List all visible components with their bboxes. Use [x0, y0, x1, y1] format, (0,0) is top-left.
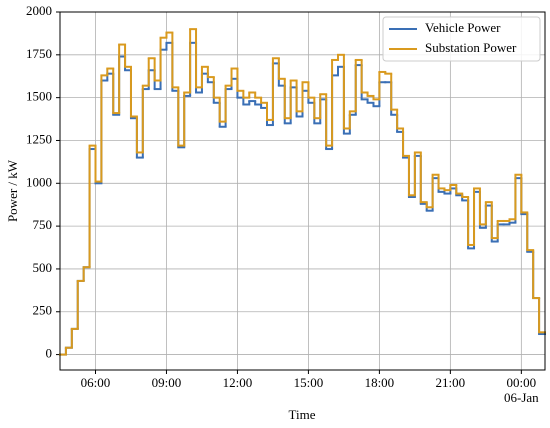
y-tick-label: 1250 [26, 131, 52, 146]
y-tick-label: 500 [33, 260, 53, 275]
x-tick-label: 12:00 [223, 375, 253, 390]
x-axis-label: Time [289, 407, 316, 422]
y-tick-label: 1750 [26, 46, 52, 61]
y-tick-label: 250 [33, 303, 53, 318]
y-tick-label: 0 [46, 346, 53, 361]
legend-label: Vehicle Power [425, 20, 501, 35]
y-tick-label: 1500 [26, 89, 52, 104]
x-tick-label: 18:00 [365, 375, 395, 390]
y-tick-label: 750 [33, 217, 53, 232]
plot-frame [59, 11, 546, 371]
legend-box [382, 16, 541, 62]
y-tick-label: 1000 [26, 174, 52, 189]
x-tick-label: 15:00 [294, 375, 324, 390]
y-tick-label: 2000 [26, 3, 52, 18]
x-tick-label: 09:00 [152, 375, 182, 390]
x-tick-label: 06:00 [81, 375, 111, 390]
legend-label: Substation Power [425, 40, 517, 55]
x-tick-label: 21:00 [436, 375, 466, 390]
x-tick-label: 00:00 06-Jan [504, 375, 539, 405]
series [59, 28, 546, 356]
y-axis-label: Power / kW [5, 159, 20, 222]
